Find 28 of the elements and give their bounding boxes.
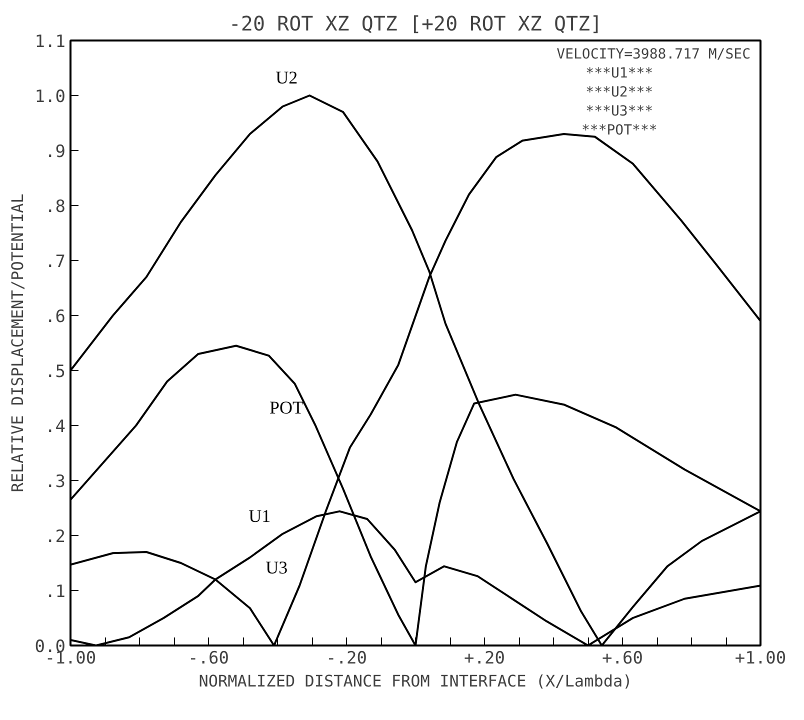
y-tick-label: .9 bbox=[45, 142, 66, 162]
y-tick-label: .3 bbox=[45, 472, 66, 492]
annotation: ***U1*** bbox=[586, 66, 654, 82]
y-axis-title: RELATIVE DISPLACEMENT/POTENTIAL bbox=[8, 194, 27, 492]
series-label: POT bbox=[269, 398, 304, 418]
y-tick-label: .6 bbox=[45, 307, 66, 327]
y-tick-label: .7 bbox=[45, 252, 66, 272]
y-tick-label: .4 bbox=[45, 417, 66, 437]
annotation: ***U2*** bbox=[586, 84, 654, 100]
x-axis-title: NORMALIZED DISTANCE FROM INTERFACE (X/Lambda) bbox=[198, 672, 632, 690]
chart-title: -20 ROT XZ QTZ [+20 ROT XZ QTZ] bbox=[228, 12, 602, 36]
x-tick-label: +1.00 bbox=[734, 648, 786, 668]
x-tick-label: +.20 bbox=[464, 648, 505, 668]
series-label: U3 bbox=[266, 558, 288, 578]
y-tick-label: .2 bbox=[45, 527, 66, 547]
x-tick-label: -.60 bbox=[188, 648, 229, 668]
x-tick-label: -.20 bbox=[326, 648, 367, 668]
y-tick-label: .8 bbox=[45, 197, 66, 217]
annotation: VELOCITY=3988.717 M/SEC bbox=[556, 46, 751, 62]
y-tick-label: .1 bbox=[45, 582, 66, 602]
series-label: U1 bbox=[248, 506, 271, 526]
x-tick-label: +.60 bbox=[602, 648, 643, 668]
y-tick-label: 1.0 bbox=[34, 87, 66, 107]
y-tick-label: 1.1 bbox=[34, 32, 66, 52]
annotation: ***POT*** bbox=[581, 122, 658, 138]
annotation: ***U3*** bbox=[586, 104, 654, 120]
y-tick-label: .5 bbox=[45, 362, 66, 382]
series-label: U2 bbox=[276, 68, 298, 88]
